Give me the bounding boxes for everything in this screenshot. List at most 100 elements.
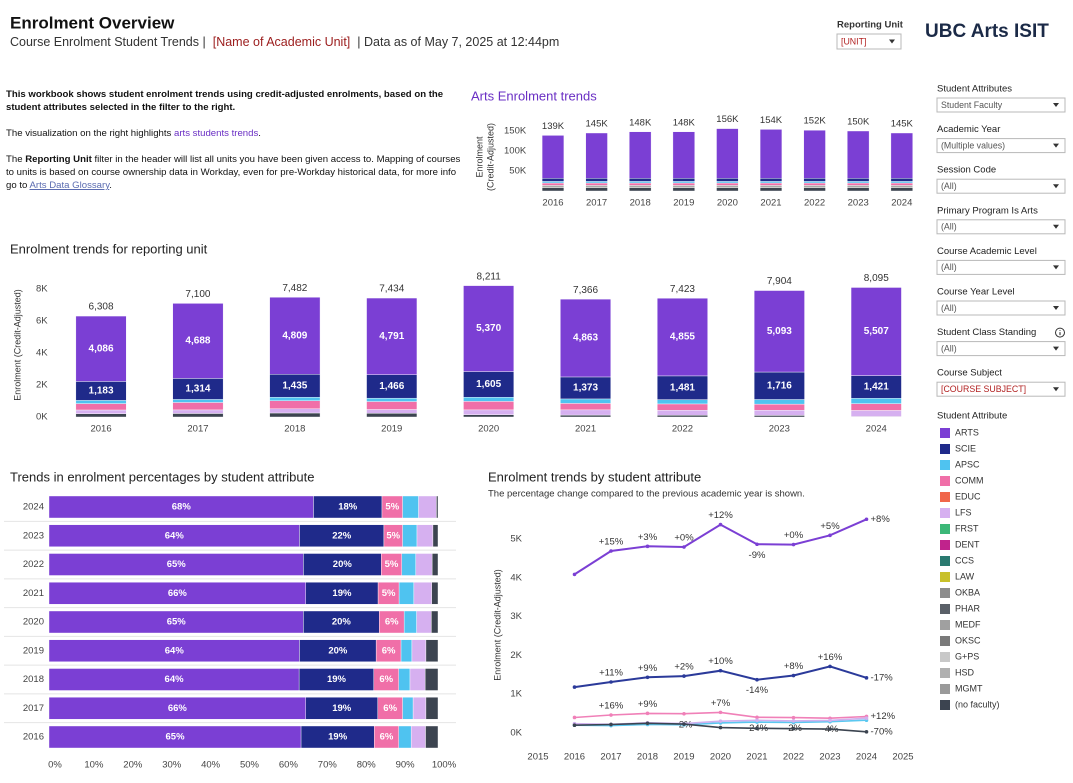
point: [718, 725, 723, 730]
bar-segment: [425, 725, 439, 749]
bar-segment: [585, 185, 608, 188]
legend-title: Student Attribute: [937, 411, 1007, 422]
dropdown[interactable]: [936, 259, 1066, 275]
legend-swatch: [940, 668, 950, 678]
x-tick-label: 2022: [672, 424, 693, 435]
bar-segment: [890, 181, 913, 184]
bar-segment: [541, 185, 565, 188]
bar-segment: [432, 524, 439, 547]
total-label: 8,211: [477, 271, 502, 282]
point: [682, 674, 686, 678]
legend-label: ARTS: [955, 427, 979, 437]
bar-segment: [402, 495, 419, 519]
segment-label: 68%: [172, 502, 192, 513]
legend-label: HSD: [955, 667, 975, 677]
bar-segment: [803, 182, 826, 186]
bar-segment: [463, 409, 515, 415]
y-tick-label: 150K: [504, 126, 527, 137]
bar-segment: [850, 410, 902, 417]
chart-title: Trends in enrolment percentages by stude…: [10, 469, 314, 484]
page-title: Enrolment Overview: [10, 13, 175, 32]
bar-segment: [463, 285, 515, 372]
segment-label: 19%: [328, 732, 348, 743]
logo: UBC Arts ISIT: [925, 21, 1049, 42]
point: [864, 730, 869, 734]
total-label: 7,100: [185, 289, 210, 300]
bar-segment: [890, 185, 913, 188]
point: [645, 711, 650, 716]
bar-segment: [850, 403, 902, 411]
point: [572, 572, 577, 577]
dropdown-value: Student Faculty: [941, 100, 1003, 110]
bar-segment: [269, 412, 321, 418]
legend-swatch: [940, 604, 950, 614]
x-tick-label: 2018: [284, 424, 305, 435]
segment-label: 19%: [327, 674, 347, 685]
point: [682, 545, 686, 549]
dropdown-arrow: [889, 39, 895, 44]
legend-label: CCS: [955, 555, 974, 565]
dropdown-value: [COURSE SUBJECT]: [941, 384, 1026, 394]
dropdown-value: (All): [941, 181, 957, 191]
total-label: 139K: [542, 121, 565, 132]
x-tick-label: 2021: [760, 198, 781, 209]
segment-label: 6%: [383, 703, 397, 714]
legend-swatch: [940, 492, 950, 502]
legend-label: APSC: [955, 459, 980, 469]
glossary-link[interactable]: Arts Data Glossary: [29, 180, 110, 191]
total-label: 145K: [891, 119, 914, 130]
dropdown[interactable]: [936, 219, 1066, 235]
dropdown[interactable]: [836, 33, 902, 50]
dropdown-arrow: [1053, 103, 1059, 107]
y-tick-label: 2K: [36, 380, 48, 391]
segment-label: 64%: [165, 674, 185, 685]
dropdown[interactable]: [936, 300, 1066, 316]
point: [864, 716, 869, 721]
segment-label: 65%: [166, 732, 186, 743]
dropdown[interactable]: [936, 97, 1066, 113]
bar-segment: [629, 185, 652, 188]
bar-segment: [657, 415, 708, 418]
x-tick-label: 2015: [527, 752, 548, 763]
change-label: -70%: [871, 726, 894, 737]
legend-swatch: [940, 684, 950, 694]
bar-segment: [269, 408, 321, 414]
dropdown[interactable]: [936, 341, 1066, 357]
segment-label: 5,370: [476, 323, 501, 334]
legend-swatch: [940, 524, 950, 534]
segment-label: 1,466: [379, 381, 404, 392]
bar-segment: [847, 182, 870, 186]
segment-label: 1,183: [89, 386, 114, 397]
bar-segment: [672, 185, 695, 188]
dropdown-value: (All): [941, 303, 957, 313]
point: [609, 722, 613, 727]
dropdown[interactable]: [936, 178, 1066, 194]
bar-segment: [75, 403, 127, 411]
segment-label: 1,421: [864, 382, 889, 393]
point: [755, 726, 759, 731]
point: [755, 677, 759, 682]
segment-label: 6%: [382, 645, 396, 656]
bar-segment: [172, 409, 224, 414]
dropdown-arrow: [1053, 306, 1059, 310]
emphasis: Reporting Unit: [25, 154, 92, 165]
dropdown[interactable]: [936, 381, 1066, 397]
segment-label: 5%: [385, 559, 399, 570]
point: [572, 715, 577, 720]
segment-label: 4,809: [282, 330, 307, 341]
point: [864, 676, 869, 680]
x-tick-label: 2025: [892, 752, 913, 763]
point: [755, 715, 759, 720]
intro-paragraph: The visualization on the right highlight…: [6, 127, 464, 140]
legend-label: LFS: [955, 507, 972, 517]
total-label: 145K: [586, 119, 609, 130]
bar-segment: [890, 132, 913, 179]
bar-segment: [585, 132, 608, 179]
x-tick-label: 2017: [187, 424, 208, 435]
point: [682, 711, 686, 716]
bar-segment: [75, 409, 127, 415]
dropdown[interactable]: [936, 138, 1066, 154]
bar-segment: [629, 187, 652, 192]
bar-segment: [431, 553, 439, 576]
legend-swatch: [940, 620, 950, 630]
